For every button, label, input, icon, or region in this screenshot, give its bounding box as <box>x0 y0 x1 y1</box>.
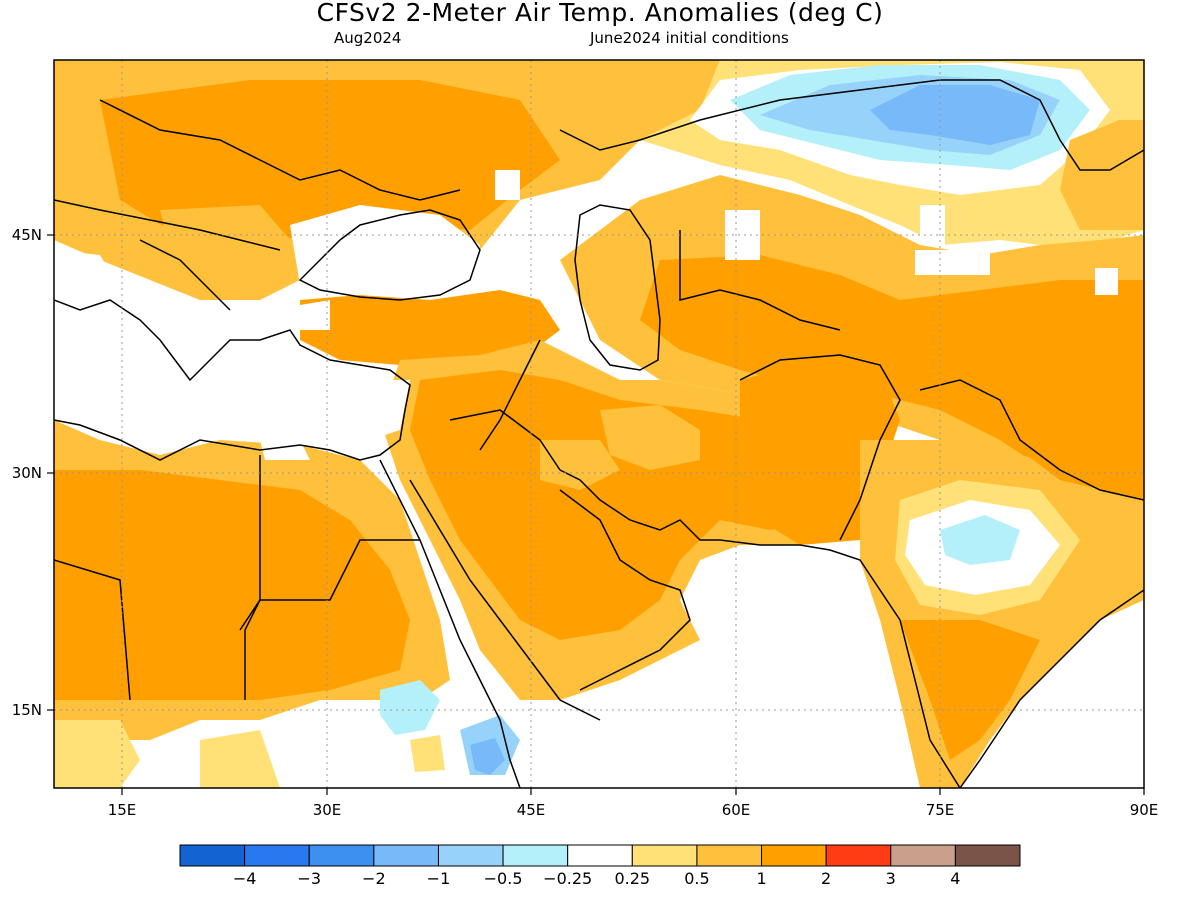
colorbar-swatch <box>631 844 698 867</box>
colorbar-swatch <box>437 844 504 867</box>
colorbar-swatch <box>954 844 1021 867</box>
colorbar-label: 0.25 <box>614 869 650 888</box>
colorbar-swatch <box>373 844 439 867</box>
map-title: CFSv2 2-Meter Air Temp. Anomalies (deg C… <box>316 0 884 27</box>
lat-tick-label: 15N <box>12 701 42 719</box>
lon-tick-label: 90E <box>1130 801 1159 819</box>
lat-tick-label: 30N <box>12 464 42 482</box>
lat-tick-label: 45N <box>12 226 42 244</box>
colorbar-swatch <box>825 844 892 867</box>
lon-tick-label: 45E <box>517 801 546 819</box>
initial-conditions-label: June2024 initial conditions <box>590 29 789 47</box>
graticule <box>54 60 1144 788</box>
tick-marks <box>47 234 1145 795</box>
colorbar-swatch <box>502 844 569 867</box>
colorbar-label: 4 <box>950 869 960 888</box>
map-frame <box>53 59 1145 789</box>
colorbar-swatch <box>761 844 827 867</box>
colorbar-swatch <box>890 844 956 867</box>
colorbar-label: −2 <box>362 869 386 888</box>
colorbar-swatch <box>179 844 246 867</box>
colorbar-swatch <box>244 844 310 867</box>
colorbar-label: 0.5 <box>684 869 709 888</box>
colorbar-swatch <box>696 844 763 867</box>
colorbar-swatch <box>567 844 633 867</box>
shade-black-sea <box>290 205 480 300</box>
colorbar-label: −1 <box>427 869 451 888</box>
colorbar-label: 3 <box>886 869 896 888</box>
valid-month-label: Aug2024 <box>334 29 402 47</box>
colorbar-swatch <box>308 844 375 867</box>
lon-tick-label: 75E <box>926 801 955 819</box>
coastlines <box>54 79 1144 788</box>
anomaly-field <box>54 60 1144 788</box>
colorbar-label: 1 <box>756 869 766 888</box>
colorbar-label: −3 <box>297 869 321 888</box>
colorbar-label: −4 <box>233 869 257 888</box>
lon-tick-label: 60E <box>722 801 751 819</box>
colorbar-label: −0.5 <box>484 869 523 888</box>
colorbar-label: −0.25 <box>543 869 592 888</box>
colorbar: −4 −3 −2 −1 −0.5 −0.25 0.25 0.5 1 2 3 4 <box>179 844 1021 888</box>
colorbar-label: 2 <box>821 869 831 888</box>
lon-tick-label: 30E <box>313 801 342 819</box>
lon-tick-label: 15E <box>108 801 137 819</box>
shade-turkey <box>300 290 560 365</box>
